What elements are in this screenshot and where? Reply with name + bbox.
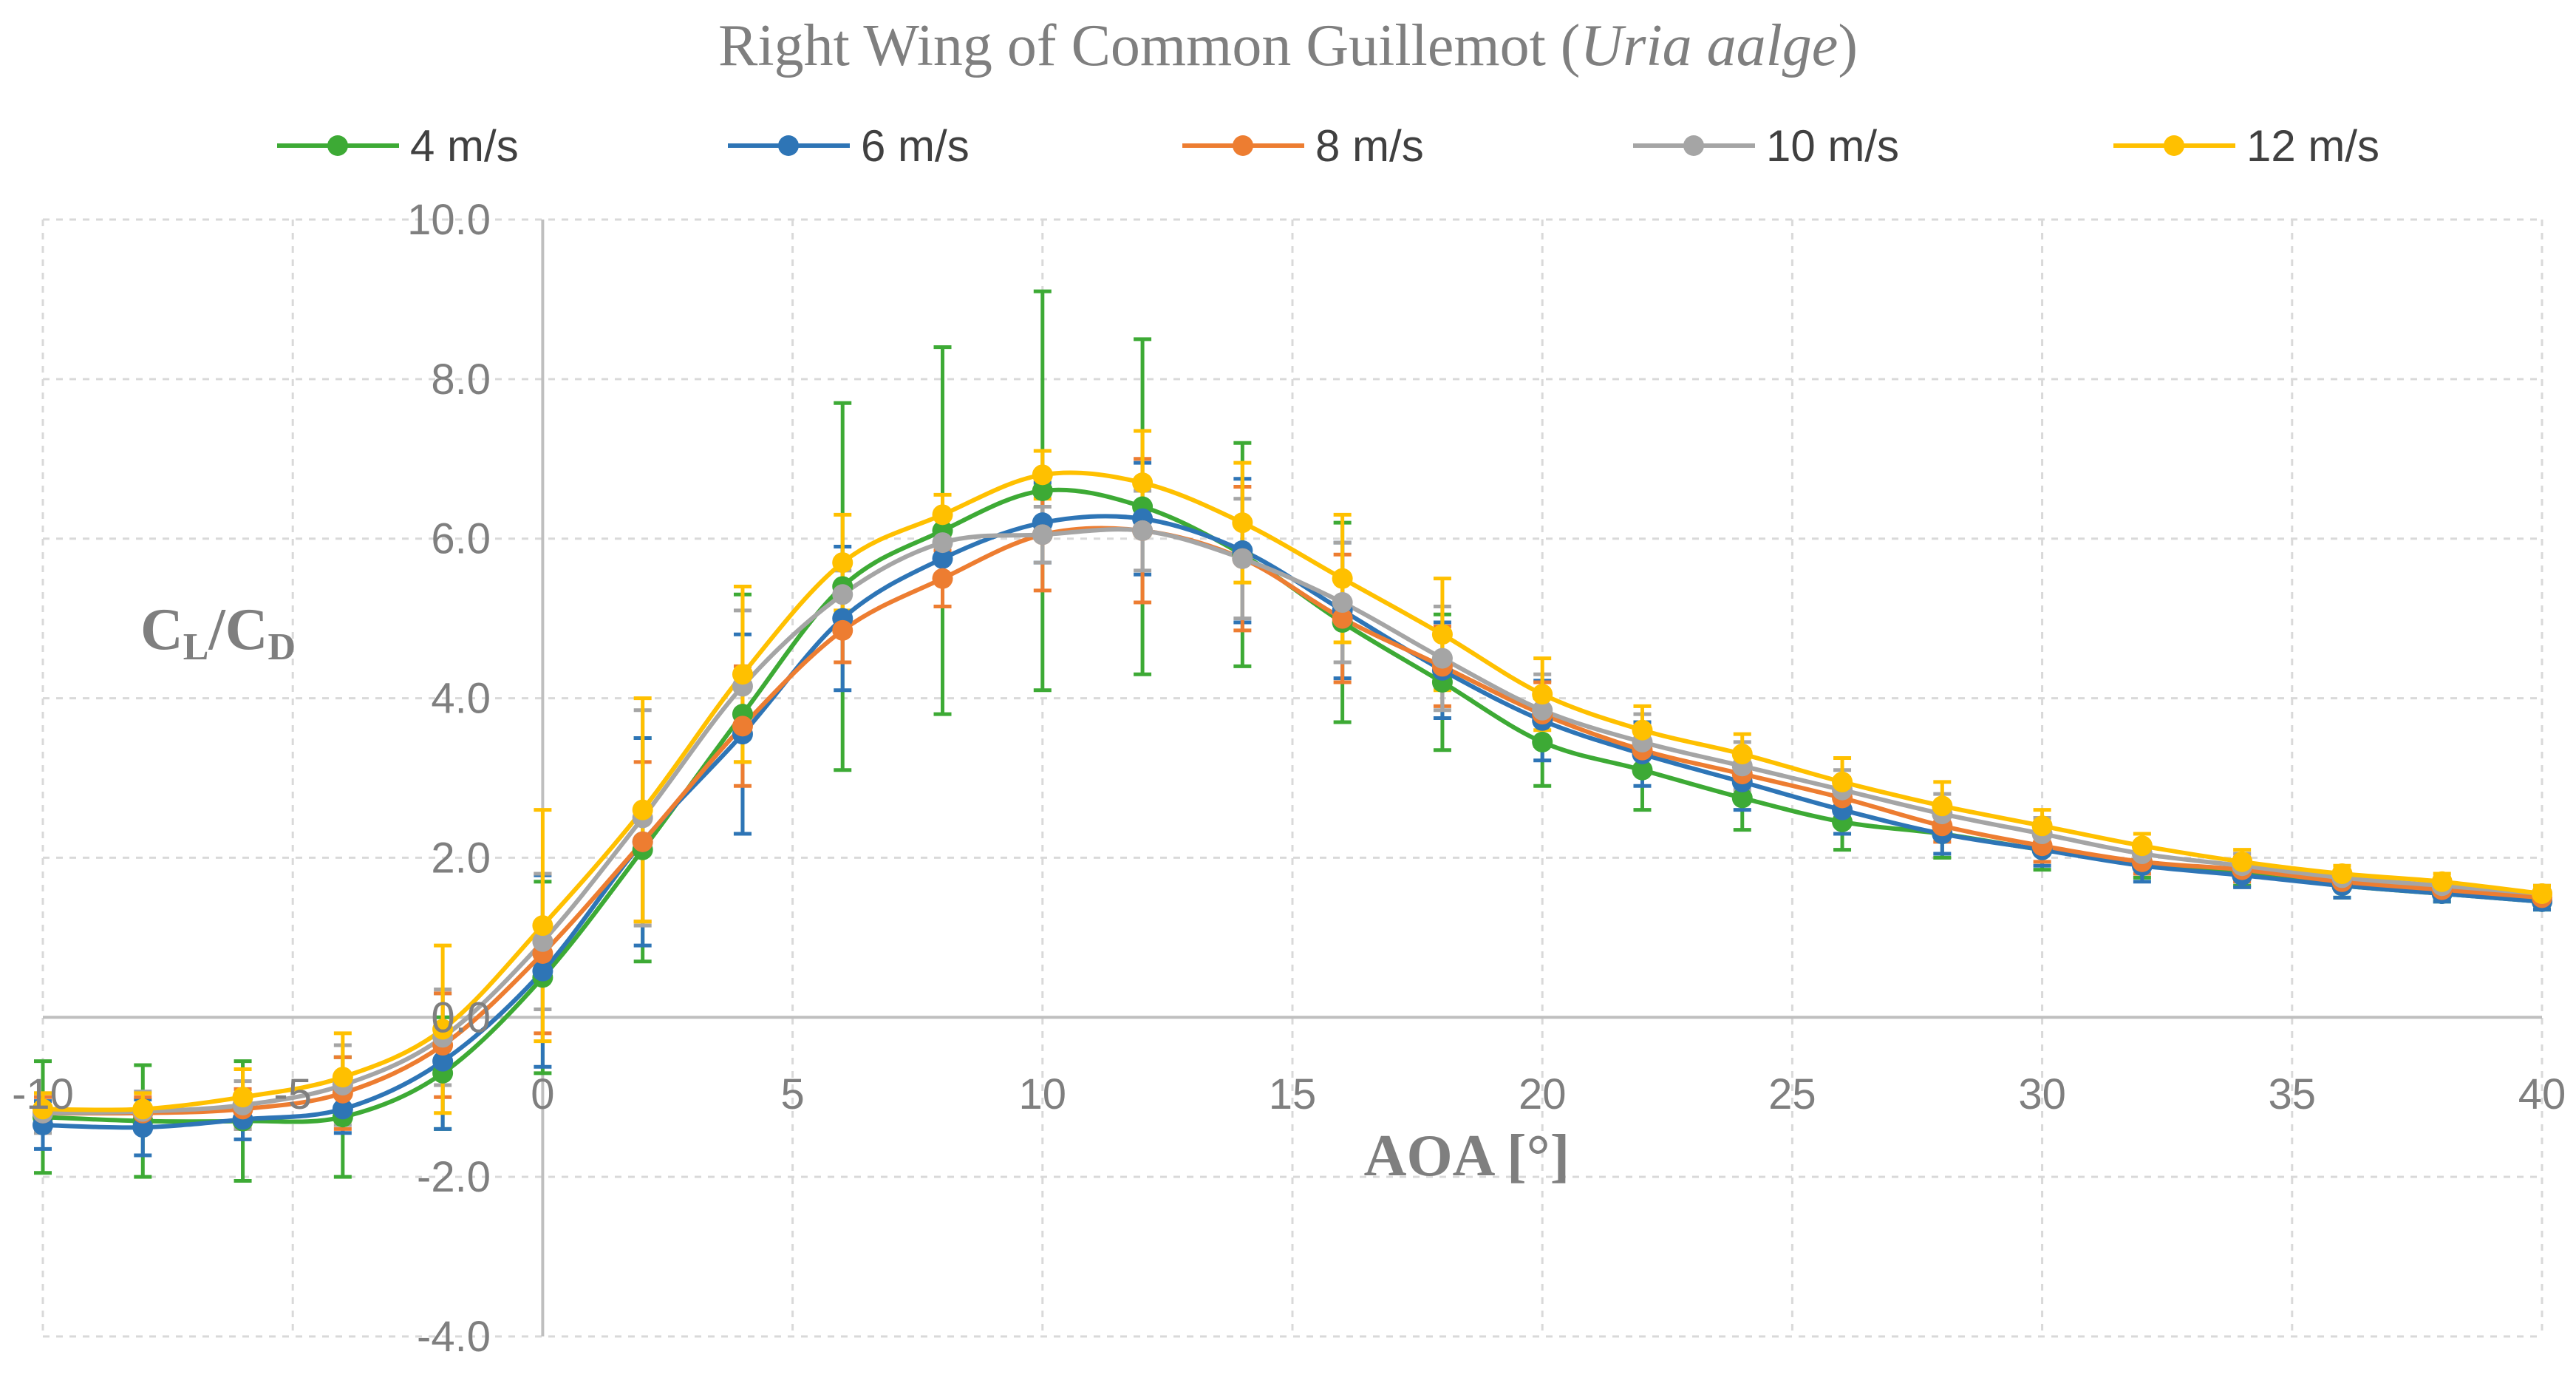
y-tick-label-6: 8.0: [431, 356, 491, 404]
data-point-s0-p16: [1632, 759, 1653, 781]
x-tick-label-0: -10: [12, 1070, 74, 1118]
legend-label: 10 m/s: [1766, 121, 1899, 171]
legend-swatch-marker: [2164, 135, 2184, 156]
data-point-s4-p1: [132, 1098, 154, 1120]
data-point-s4-p7: [732, 664, 753, 685]
x-tick-label-9: 35: [2269, 1070, 2317, 1118]
series-points: [33, 464, 2552, 1138]
data-point-s3-p9: [932, 532, 953, 554]
data-point-s4-p24: [2431, 871, 2453, 892]
x-tick-label-6: 20: [1519, 1070, 1567, 1118]
data-point-s4-p2: [232, 1087, 253, 1108]
data-point-s4-p3: [332, 1067, 353, 1088]
data-point-s4-p19: [1932, 795, 1953, 817]
legend-swatch-marker: [1683, 135, 1704, 156]
legend-swatch-marker: [327, 135, 348, 156]
data-point-s0-p17: [1731, 787, 1753, 809]
data-point-s4-p9: [932, 504, 953, 526]
y-tick-label-7: 10.0: [407, 196, 491, 244]
legend-item-2: 8 m/s: [1182, 121, 1424, 171]
chart-title-suffix: ): [1838, 13, 1858, 78]
data-point-s0-p15: [1532, 731, 1553, 752]
legend-swatch-marker: [1233, 135, 1253, 156]
x-tick-label-8: 30: [2018, 1070, 2066, 1118]
data-point-s4-p4: [432, 1019, 454, 1040]
data-point-s4-p13: [1332, 568, 1353, 589]
data-point-s2-p7: [732, 716, 753, 737]
data-point-s4-p5: [532, 915, 553, 937]
x-tick-label-2: 0: [531, 1070, 554, 1118]
data-point-s3-p15: [1532, 699, 1553, 721]
chart-title-prefix: Right Wing of Common Guillemot (: [718, 13, 1580, 78]
x-tick-label-3: 5: [780, 1070, 804, 1118]
data-point-s4-p22: [2232, 851, 2253, 872]
data-point-s3-p5: [532, 931, 553, 952]
grid: [41, 218, 2543, 1338]
data-point-s4-p21: [2131, 835, 2153, 857]
legend: 4 m/s 6 m/s 8 m/s 10 m/s 12 m/s: [277, 121, 2379, 171]
data-point-s4-p15: [1532, 684, 1553, 705]
series-line-3: [42, 527, 2543, 1115]
data-point-s4-p6: [632, 799, 653, 820]
data-point-s1-p3: [332, 1098, 353, 1120]
legend-item-1: 6 m/s: [728, 121, 970, 171]
data-point-s3-p10: [1032, 524, 1053, 546]
data-point-s2-p13: [1332, 608, 1353, 629]
x-axis-title: AOA [°]: [1364, 1124, 1570, 1189]
y-axis-title-sep: /C: [208, 597, 268, 662]
y-tick-label-4: 4.0: [431, 675, 491, 723]
data-point-s2-p6: [632, 831, 653, 852]
data-point-s1-p1: [132, 1117, 154, 1138]
data-point-s4-p17: [1731, 744, 1753, 765]
y-axis-title: CL/CD: [140, 597, 296, 668]
y-axis-title-sub1: L: [183, 626, 209, 668]
legend-swatch-marker: [778, 135, 799, 156]
data-point-s4-p18: [1832, 771, 1853, 792]
y-axis-title-sub2: D: [268, 626, 296, 668]
data-point-s3-p8: [832, 584, 853, 605]
data-point-s3-p13: [1332, 592, 1353, 614]
data-point-s4-p23: [2331, 863, 2353, 885]
data-point-s4-p16: [1632, 719, 1653, 741]
x-tick-label-4: 10: [1019, 1070, 1067, 1118]
data-point-s3-p14: [1431, 648, 1453, 669]
x-tick-label-5: 15: [1269, 1070, 1317, 1118]
x-tick-label-1: -5: [273, 1070, 312, 1118]
y-tick-label-1: -2.0: [417, 1153, 491, 1201]
data-point-s4-p20: [2031, 815, 2053, 837]
data-point-s1-p9: [932, 548, 953, 569]
y-tick-label-5: 6.0: [431, 515, 491, 563]
legend-label: 12 m/s: [2246, 121, 2379, 171]
data-point-s4-p14: [1431, 624, 1453, 645]
chart-title-italic: Uria aalge: [1580, 13, 1838, 78]
chart-title: Right Wing of Common Guillemot (Uria aal…: [718, 13, 1858, 78]
data-point-s2-p9: [932, 568, 953, 589]
data-point-s3-p12: [1232, 548, 1253, 569]
data-point-s1-p4: [432, 1050, 454, 1072]
y-tick-label-0: -4.0: [417, 1313, 491, 1361]
y-tick-label-3: 2.0: [431, 834, 491, 882]
x-tick-label-10: 40: [2518, 1070, 2566, 1118]
data-point-s2-p8: [832, 619, 853, 641]
x-tick-label-7: 25: [1768, 1070, 1816, 1118]
data-point-s4-p12: [1232, 512, 1253, 534]
legend-label: 8 m/s: [1315, 121, 1424, 171]
data-point-s4-p10: [1032, 464, 1053, 486]
data-point-s4-p0: [33, 1098, 53, 1120]
legend-item-4: 12 m/s: [2113, 121, 2379, 171]
legend-label: 6 m/s: [861, 121, 970, 171]
legend-item-3: 10 m/s: [1633, 121, 1899, 171]
data-point-s4-p11: [1132, 472, 1154, 494]
legend-label: 4 m/s: [410, 121, 519, 171]
data-point-s4-p25: [2532, 883, 2552, 904]
data-point-s3-p11: [1132, 520, 1154, 541]
tick-labels: -10 -5 0 5 10 15 20 25 30 35 40 -4.0 -2.0 0.0 2.0 4.0 6.…: [12, 196, 2566, 1361]
legend-item-0: 4 m/s: [277, 121, 519, 171]
y-tick-label-2: 0.0: [431, 993, 491, 1042]
data-point-s1-p5: [532, 960, 553, 982]
y-axis-title-main: C: [140, 597, 183, 662]
data-point-s4-p8: [832, 552, 853, 574]
data-point-s0-p10: [1032, 480, 1053, 501]
